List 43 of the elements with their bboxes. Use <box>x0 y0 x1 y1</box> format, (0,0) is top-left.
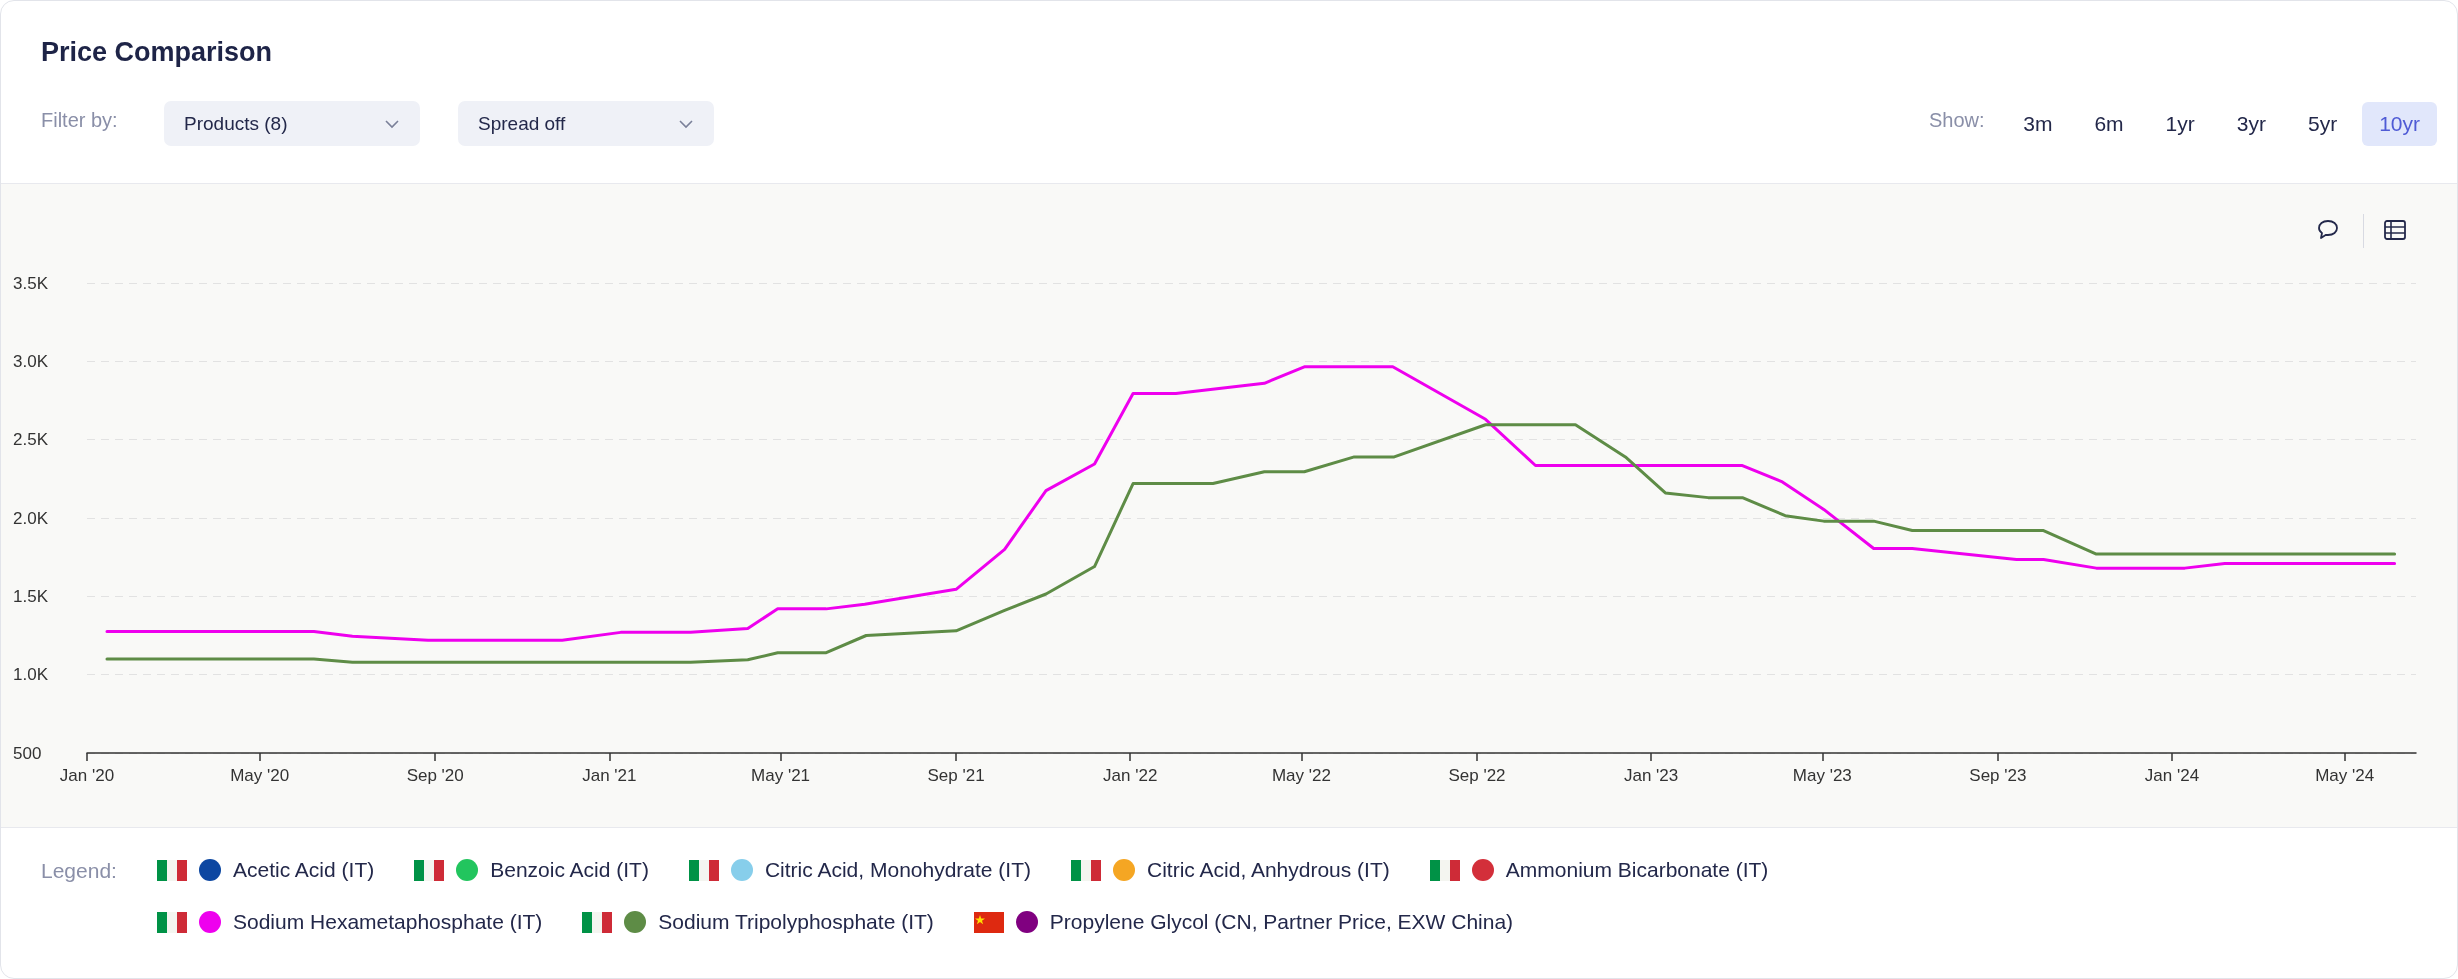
text: Show: <box>1929 109 1985 132</box>
x-tick-label: Sep '22 <box>1448 766 1506 785</box>
text: 3m <box>2022 111 2054 137</box>
line-series <box>105 365 2397 642</box>
legend-label: Ammonium Bicarbonate (IT) <box>1505 858 1769 882</box>
legend-label: Citric Acid, Monohydrate (IT) <box>764 858 1032 882</box>
x-tick-label: May '23 <box>1792 766 1852 785</box>
text: Spread off <box>478 112 566 135</box>
x-tick-label: Sep '21 <box>927 766 985 785</box>
text: 3yr <box>2235 111 2267 137</box>
y-tick-label: 2.5K <box>13 430 49 450</box>
y-tick-label: 1.5K <box>13 586 49 606</box>
text: Products (8) <box>184 112 288 135</box>
y-tick-label: 1.0K <box>13 665 49 685</box>
y-tick-label: 3.0K <box>13 351 49 371</box>
x-tick-label: May '20 <box>230 766 290 785</box>
x-tick-label: Sep '20 <box>406 766 464 785</box>
legend-label: Propylene Glycol (CN, Partner Price, EXW China) <box>1049 910 1514 934</box>
x-tick-label: Jan '22 <box>1103 766 1158 785</box>
x-tick-label: Sep '23 <box>1969 766 2027 785</box>
text: 1yr <box>2164 111 2196 137</box>
text: Filter by: <box>41 109 118 132</box>
text: 5yr <box>2306 111 2339 137</box>
x-tick-label: Jan '20 <box>59 766 115 785</box>
text: 6m <box>2093 111 2125 137</box>
line-series <box>105 423 2397 664</box>
x-tick-label: May '21 <box>751 766 811 785</box>
x-tick-label: Jan '21 <box>582 766 637 785</box>
x-tick-label: May '22 <box>1271 766 1331 785</box>
legend-label: Benzoic Acid (IT) <box>490 858 649 882</box>
legend-label: Acetic Acid (IT) <box>233 858 375 882</box>
y-tick-label: 3.5K <box>13 273 49 293</box>
legend-title: Legend: <box>41 858 118 884</box>
legend-label: Sodium Tripolyphosphate (IT) <box>658 910 934 934</box>
x-tick-label: Jan '23 <box>1623 766 1679 785</box>
legend-label: Citric Acid, Anhydrous (IT) <box>1147 858 1390 882</box>
x-tick-label: Jan '24 <box>2144 766 2200 785</box>
y-tick-label: 2.0K <box>13 508 49 528</box>
legend-label: Sodium Hexametaphosphate (IT) <box>233 910 543 934</box>
x-tick-label: May '24 <box>2315 766 2375 785</box>
text: 10yr <box>2362 102 2437 146</box>
y-tick-label: 500 <box>13 743 42 763</box>
chart-title: Price Comparison <box>41 37 273 68</box>
